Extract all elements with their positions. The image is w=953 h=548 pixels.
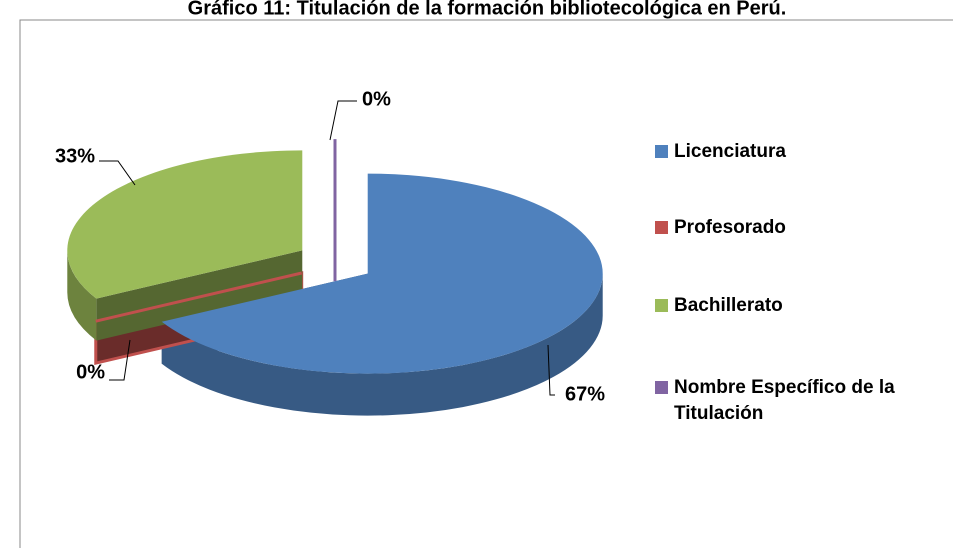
data-label: 67%	[565, 383, 605, 405]
legend-entry: Profesorado	[655, 215, 950, 241]
slice-top	[161, 173, 603, 374]
slice-wall	[67, 250, 97, 341]
legend-swatch	[655, 145, 668, 158]
leader-line	[547, 344, 555, 396]
legend-swatch	[655, 221, 668, 234]
data-label: 0%	[76, 361, 105, 383]
leader-line	[99, 160, 136, 186]
legend-label: Nombre Específico de la Titulación	[674, 377, 895, 424]
legend-label: Bachillerato	[674, 295, 783, 316]
leader-line	[109, 339, 131, 381]
leader-line	[329, 100, 357, 141]
slice-top	[95, 271, 303, 323]
legend-label: Licenciatura	[674, 141, 786, 162]
legend-entry: Bachillerato	[655, 293, 950, 319]
chart-title: Gráfico 11: Titulación de la formación b…	[188, 0, 787, 19]
legend-entry: Nombre Específico de la Titulación	[655, 375, 950, 427]
slice-top	[67, 150, 303, 299]
legend-entry: Licenciatura	[655, 139, 950, 165]
legend-swatch	[655, 299, 668, 312]
legend-label: Profesorado	[674, 217, 786, 238]
data-label: 33%	[55, 145, 95, 167]
legend-swatch	[655, 381, 668, 394]
data-label: 0%	[362, 88, 391, 110]
pie-tops	[67, 139, 603, 374]
slice-wall	[161, 273, 603, 416]
